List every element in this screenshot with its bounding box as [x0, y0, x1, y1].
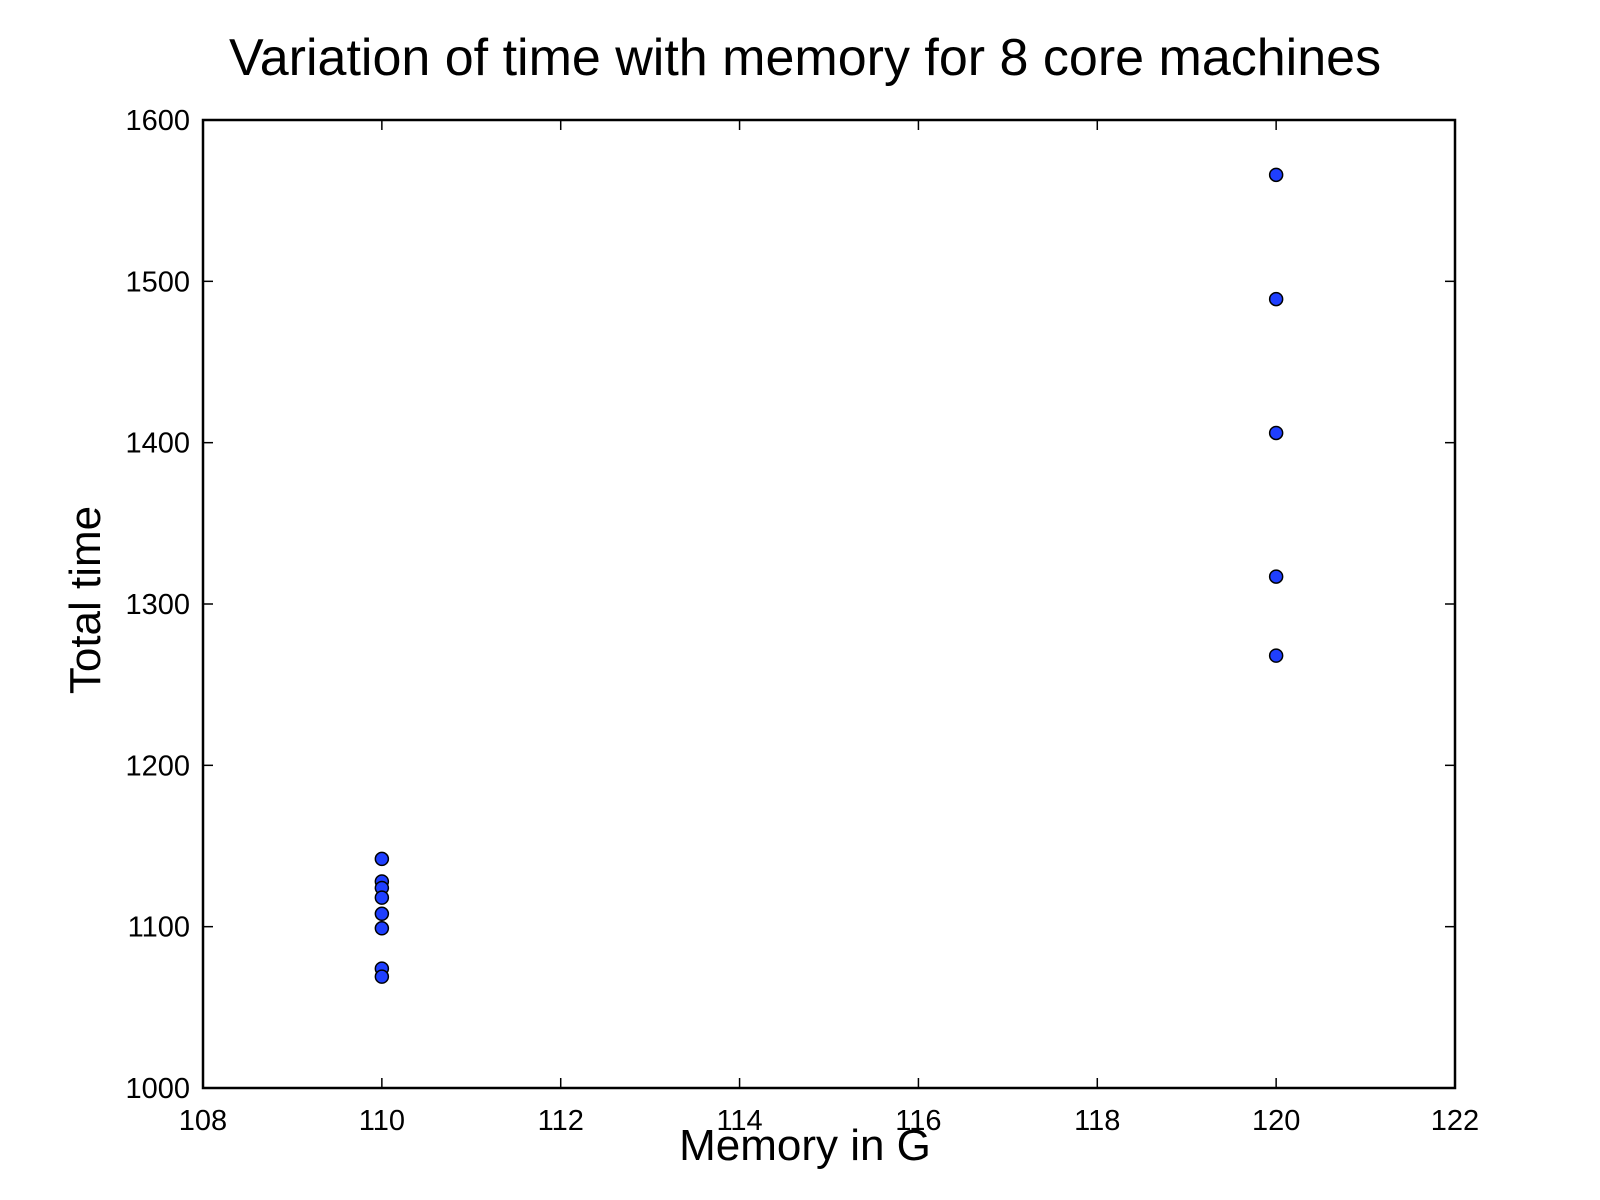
x-tick-label: 108: [179, 1105, 227, 1137]
scatter-point: [374, 969, 390, 984]
y-tick-label: 1200: [125, 750, 190, 782]
x-axis: 108 110 112 114 116 118 120 122: [179, 120, 1479, 1137]
scatter-point: [1268, 167, 1284, 183]
scatter-point: [374, 890, 390, 905]
y-axis: 1000 1100 1200 1300 1400 1500 1600: [125, 105, 1455, 1105]
scatter-point: [1268, 291, 1284, 307]
y-tick-label: 1600: [125, 105, 190, 137]
data-points: [374, 167, 1284, 984]
scatter-point: [1268, 569, 1284, 584]
x-tick-label: 112: [538, 1105, 584, 1137]
y-tick-label: 1500: [125, 266, 190, 298]
scatter-point: [374, 906, 390, 922]
y-tick-label: 1000: [125, 1073, 190, 1105]
y-axis-label: Total time: [61, 506, 110, 694]
scatter-point: [374, 921, 390, 936]
y-tick-label: 1300: [125, 589, 190, 621]
scatter-point: [1268, 648, 1284, 663]
chart-title: Variation of time with memory for 8 core…: [229, 29, 1381, 87]
x-tick-label: 114: [716, 1105, 762, 1137]
x-tick-label: 116: [895, 1105, 941, 1137]
x-tick-label: 122: [1431, 1105, 1479, 1137]
scatter-point: [1268, 425, 1284, 441]
scatter-point: [374, 851, 390, 867]
y-tick-label: 1100: [128, 912, 190, 944]
x-axis-label: Memory in G: [679, 1121, 931, 1170]
x-tick-label: 110: [359, 1105, 405, 1137]
x-tick-label: 118: [1074, 1105, 1120, 1137]
y-tick-label: 1400: [125, 428, 190, 460]
x-tick-label: 120: [1252, 1105, 1300, 1137]
